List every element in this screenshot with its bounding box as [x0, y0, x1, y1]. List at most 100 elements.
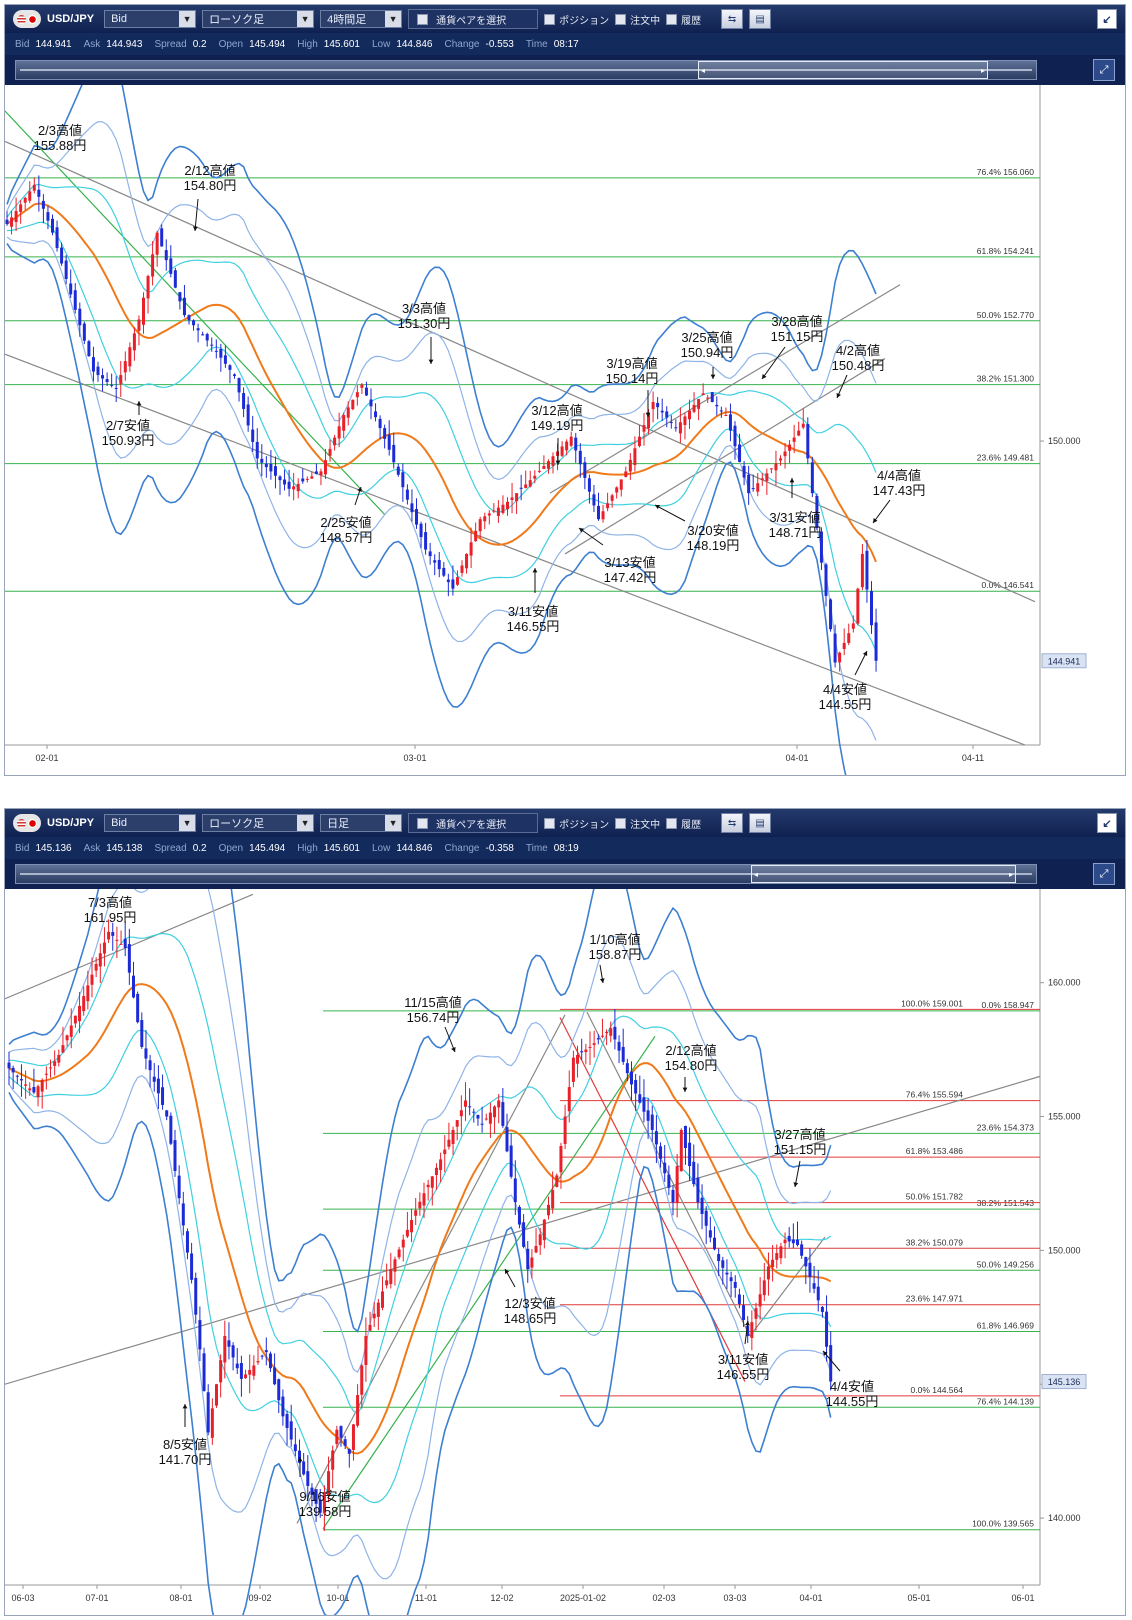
candle-body	[478, 519, 482, 532]
candle-body	[396, 466, 400, 475]
orders-toggle[interactable]: 注文中	[615, 12, 660, 27]
timeframe-select[interactable]: 4時間足 ▼	[320, 10, 403, 28]
candle-body	[44, 1073, 48, 1075]
pair-select-button[interactable]: 通貨ペアを選択	[408, 9, 539, 29]
navigator-expand-button[interactable]: ⤢	[1093, 59, 1115, 81]
fib-red-label: 0.0% 144.564	[911, 1385, 964, 1395]
pair-select-button[interactable]: 通貨ペアを選択	[408, 813, 539, 833]
navigator-window[interactable]: ◂ ▸	[751, 865, 1016, 883]
candle-body	[804, 1256, 808, 1267]
x-tick-label: 11-01	[415, 1593, 437, 1603]
position-toggle[interactable]: ポジション	[544, 816, 609, 831]
candle-body	[815, 495, 819, 528]
price-type-select[interactable]: Bid ▼	[104, 10, 197, 28]
candle-body	[792, 437, 796, 442]
fib-label: 61.8% 154.241	[977, 246, 1034, 256]
x-tick-label: 02-01	[35, 753, 58, 763]
tool-icon: ⇆	[727, 13, 737, 25]
candle-body	[563, 1116, 567, 1144]
position-toggle[interactable]: ポジション	[544, 12, 609, 27]
annotation-arrow	[194, 198, 199, 232]
candle-body	[355, 392, 359, 398]
candle-body	[819, 531, 823, 563]
candle-body	[51, 218, 54, 233]
orders-toggle[interactable]: 注文中	[615, 816, 660, 831]
candlestick-chart-daily[interactable]: 140.000145.000150.000155.000160.00006-03…	[5, 889, 1125, 1615]
candle-body	[596, 1038, 600, 1040]
candle-body	[335, 1429, 339, 1444]
candle-body	[426, 1184, 430, 1188]
candle-body	[318, 1499, 322, 1513]
candle-body	[756, 483, 760, 492]
trend-line	[296, 1014, 566, 1524]
candle-body	[310, 1487, 314, 1495]
timeframe-select[interactable]: 日足 ▼	[320, 814, 403, 832]
moving-average-line	[8, 983, 832, 1455]
price-type-select[interactable]: Bid ▼	[104, 814, 197, 832]
navigator-track[interactable]: ◂ ▸	[15, 864, 1037, 884]
navigator-window[interactable]: ◂ ▸	[698, 61, 988, 79]
candle-body	[281, 1396, 285, 1417]
chart-type-select[interactable]: ローソク足 ▼	[202, 814, 315, 832]
candle-body	[192, 320, 196, 326]
arrow-head-icon	[297, 1457, 303, 1462]
candle-body	[692, 1161, 696, 1185]
collapse-button[interactable]: ↙	[1097, 813, 1117, 833]
chart-tool-button[interactable]: ⇆	[721, 9, 744, 29]
chart-settings-button[interactable]: ▤	[749, 813, 772, 833]
annotation-price: 144.55円	[819, 697, 872, 712]
chart-settings-button[interactable]: ▤	[749, 9, 772, 29]
annotation-label: 8/5安値	[163, 1437, 207, 1452]
annotation-label: 7/3高値	[88, 895, 132, 910]
candle-body	[656, 402, 660, 408]
candle-body	[32, 184, 36, 191]
candle-body	[214, 350, 218, 352]
navigator-track[interactable]: ◂ ▸	[15, 60, 1037, 80]
x-tick-label: 12-02	[490, 1593, 513, 1603]
arrow-head-icon	[793, 1182, 799, 1187]
candle-body	[774, 463, 778, 471]
candle-body	[187, 315, 191, 321]
candle-body	[546, 461, 550, 469]
candle-body	[41, 200, 45, 209]
history-toggle[interactable]: 履歴	[666, 12, 701, 27]
chart-tool-button[interactable]: ⇆	[721, 813, 744, 833]
candle-body	[178, 292, 182, 302]
candle-body	[401, 472, 405, 488]
chart-type-select[interactable]: ローソク足 ▼	[202, 10, 315, 28]
candle-body	[235, 1363, 239, 1369]
bollinger-upper-3sigma	[8, 889, 832, 1333]
candle-body	[530, 1257, 534, 1268]
checkbox-icon	[544, 817, 556, 829]
candle-body	[606, 503, 610, 509]
candle-body	[98, 953, 102, 967]
candle-body	[156, 1078, 160, 1094]
chevron-down-icon: ▼	[385, 11, 402, 27]
candle-body	[223, 355, 227, 364]
collapse-button[interactable]: ↙	[1097, 9, 1117, 29]
x-tick-label: 09-02	[248, 1593, 271, 1603]
candle-body	[210, 1408, 214, 1438]
bollinger-lower-3sigma	[8, 1092, 832, 1615]
candle-body	[331, 1450, 335, 1470]
candle-body	[455, 1120, 459, 1127]
candle-body	[825, 1311, 829, 1347]
candle-body	[551, 456, 555, 466]
candle-body	[796, 1239, 799, 1246]
annotation-arrow	[794, 1160, 801, 1188]
history-toggle[interactable]: 履歴	[666, 816, 701, 831]
navigator-expand-button[interactable]: ⤢	[1093, 863, 1115, 885]
candle-body	[738, 444, 742, 462]
trend-line	[564, 358, 886, 555]
arrow-head-icon	[505, 1269, 510, 1274]
x-tick-label: 04-11	[962, 753, 984, 763]
candle-body	[374, 411, 378, 418]
candle-body	[360, 384, 364, 388]
candle-body	[132, 975, 135, 998]
candlestick-chart-4h[interactable]: 150.000 02-01 03-01 04-01 04-11 76.4% 156.060…	[5, 85, 1125, 775]
candle-body	[742, 1305, 746, 1320]
candle-body	[142, 297, 145, 325]
annotation-price: 148.19円	[687, 538, 740, 553]
bollinger-upper-2sigma	[8, 889, 832, 1373]
candle-body	[810, 462, 814, 494]
